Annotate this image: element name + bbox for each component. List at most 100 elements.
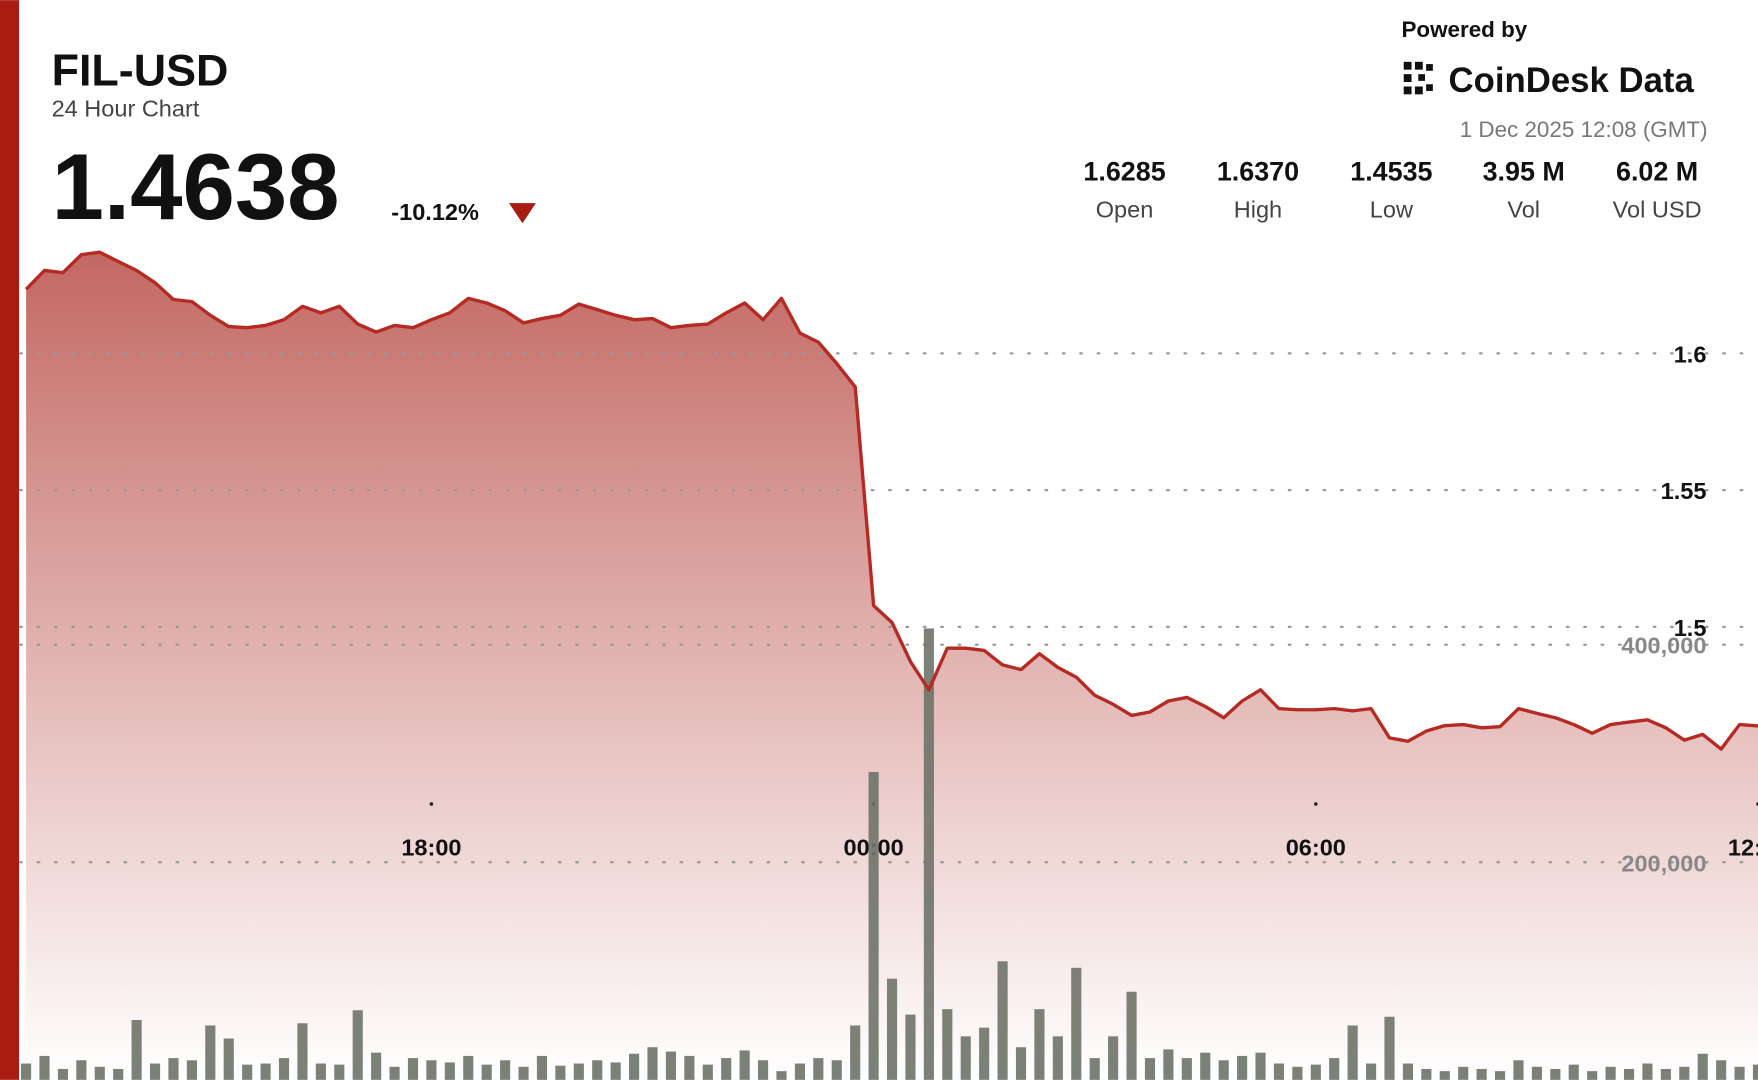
volume-bar bbox=[518, 1066, 529, 1080]
change: -10.12% bbox=[391, 199, 479, 225]
x-tick-mark bbox=[1314, 802, 1318, 806]
volume-bar bbox=[868, 772, 879, 1080]
volume-bar bbox=[1402, 1063, 1413, 1080]
x-tick-label: 18:00 bbox=[401, 835, 461, 861]
volume-bar bbox=[1200, 1052, 1211, 1080]
volume-bar bbox=[1144, 1058, 1156, 1080]
volume-bar bbox=[831, 1060, 842, 1080]
volume-bar bbox=[850, 1025, 861, 1080]
stat-label: High bbox=[1234, 197, 1282, 223]
logo-icon bbox=[1403, 61, 1433, 95]
volume-bar bbox=[334, 1064, 345, 1080]
volume-bar bbox=[1366, 1063, 1377, 1080]
volume-bar bbox=[1347, 1025, 1358, 1080]
volume-bar bbox=[407, 1058, 419, 1080]
volume-bar bbox=[1660, 1068, 1671, 1080]
volume-bar bbox=[1494, 1071, 1506, 1080]
volume-bar bbox=[297, 1023, 308, 1080]
volume-bar bbox=[371, 1052, 382, 1080]
volume-bar bbox=[1513, 1060, 1524, 1080]
volume-bar bbox=[1255, 1052, 1266, 1080]
x-tick-label: 12:00 bbox=[1728, 835, 1758, 861]
volume-bar bbox=[1181, 1058, 1192, 1080]
volume-bar bbox=[1476, 1068, 1487, 1080]
volume-bar bbox=[979, 1027, 990, 1080]
volume-bar bbox=[923, 628, 934, 1080]
volume-bar bbox=[352, 1010, 363, 1080]
y-tick-label: 1.6 bbox=[1674, 341, 1707, 367]
volume-bar bbox=[1679, 1066, 1690, 1080]
x-tick-label: 06:00 bbox=[1286, 835, 1346, 861]
y2-tick-label: 200,000 bbox=[1621, 850, 1706, 876]
volume-bar bbox=[794, 1063, 805, 1080]
volume-bar bbox=[1439, 1071, 1450, 1080]
stat-label: Open bbox=[1096, 197, 1154, 223]
volume-bar bbox=[555, 1065, 566, 1080]
down-arrow bbox=[509, 203, 536, 224]
volume-bar bbox=[905, 1014, 916, 1080]
volume-bar bbox=[1089, 1058, 1100, 1080]
plot-area: 1.51.551.6200,000400,00018:0000:0006:001… bbox=[19, 250, 1758, 1080]
volume-bar bbox=[757, 1060, 769, 1080]
volume-bar bbox=[389, 1066, 400, 1080]
volume-bar bbox=[1034, 1009, 1045, 1080]
volume-bar bbox=[1550, 1068, 1561, 1080]
volume-bar bbox=[481, 1064, 492, 1080]
volume-bar bbox=[592, 1060, 603, 1080]
volume-bar bbox=[1752, 1064, 1758, 1080]
volume-bar bbox=[702, 1064, 713, 1080]
volume-bar bbox=[1531, 1066, 1542, 1080]
volume-bar bbox=[684, 1055, 695, 1080]
volume-bar bbox=[94, 1066, 105, 1080]
volume-bar bbox=[1458, 1066, 1469, 1080]
price-area bbox=[26, 252, 1758, 1080]
stat-label: Vol bbox=[1507, 197, 1540, 223]
volume-bar bbox=[205, 1025, 216, 1080]
volume-bar bbox=[444, 1062, 455, 1080]
price-line bbox=[24, 250, 1758, 751]
volume-bar bbox=[1623, 1068, 1635, 1080]
volume-bar bbox=[1716, 1060, 1727, 1080]
stat-label: Vol USD bbox=[1613, 197, 1702, 223]
accent-bar bbox=[0, 0, 20, 1080]
volume-bar bbox=[1642, 1063, 1653, 1080]
volume-bar bbox=[942, 1009, 953, 1080]
y-tick-label: 1.5 bbox=[1674, 615, 1707, 641]
volume-bar bbox=[1587, 1071, 1598, 1080]
y2-tick-label: 400,000 bbox=[1621, 633, 1706, 659]
x-tick-mark bbox=[429, 802, 434, 806]
volume-bar bbox=[1568, 1064, 1579, 1080]
volume-bar bbox=[1015, 1047, 1027, 1080]
subtitle: 24 Hour Chart bbox=[52, 96, 200, 122]
volume-bar bbox=[76, 1060, 87, 1080]
volume-bar bbox=[315, 1063, 326, 1080]
volume-bar bbox=[573, 1063, 584, 1080]
symbol: FIL-USD bbox=[52, 44, 229, 95]
volume-bar bbox=[1071, 967, 1082, 1080]
stat-label: Low bbox=[1370, 197, 1414, 223]
volume-bar bbox=[1126, 991, 1137, 1080]
volume-bar bbox=[997, 961, 1008, 1080]
volume-bar bbox=[1697, 1053, 1708, 1080]
volume-bar bbox=[242, 1064, 253, 1080]
volume-bar bbox=[776, 1071, 787, 1080]
volume-bar bbox=[21, 1063, 32, 1080]
volume-bar bbox=[1605, 1066, 1616, 1080]
volume-bar bbox=[260, 1063, 271, 1080]
volume-bar bbox=[813, 1058, 824, 1080]
volume-bar bbox=[739, 1050, 750, 1080]
volume-bar bbox=[113, 1068, 124, 1080]
volume-bar bbox=[1108, 1036, 1119, 1080]
stat-value: 6.02 M bbox=[1616, 157, 1698, 187]
volume-bar bbox=[1218, 1060, 1229, 1080]
stats: 1.6285 Open 1.6370 High 1.4535 Low 3.95 M Vol 6.… bbox=[1083, 157, 1701, 223]
volume-bar bbox=[463, 1055, 474, 1080]
powered-by: Powered by bbox=[1401, 17, 1527, 42]
volume-bar bbox=[223, 1038, 234, 1080]
volume-bar bbox=[960, 1036, 971, 1080]
volume-bar bbox=[721, 1058, 732, 1080]
stat-value: 3.95 M bbox=[1483, 157, 1565, 187]
volume-bar bbox=[1163, 1049, 1174, 1080]
volume-bar bbox=[39, 1055, 50, 1080]
